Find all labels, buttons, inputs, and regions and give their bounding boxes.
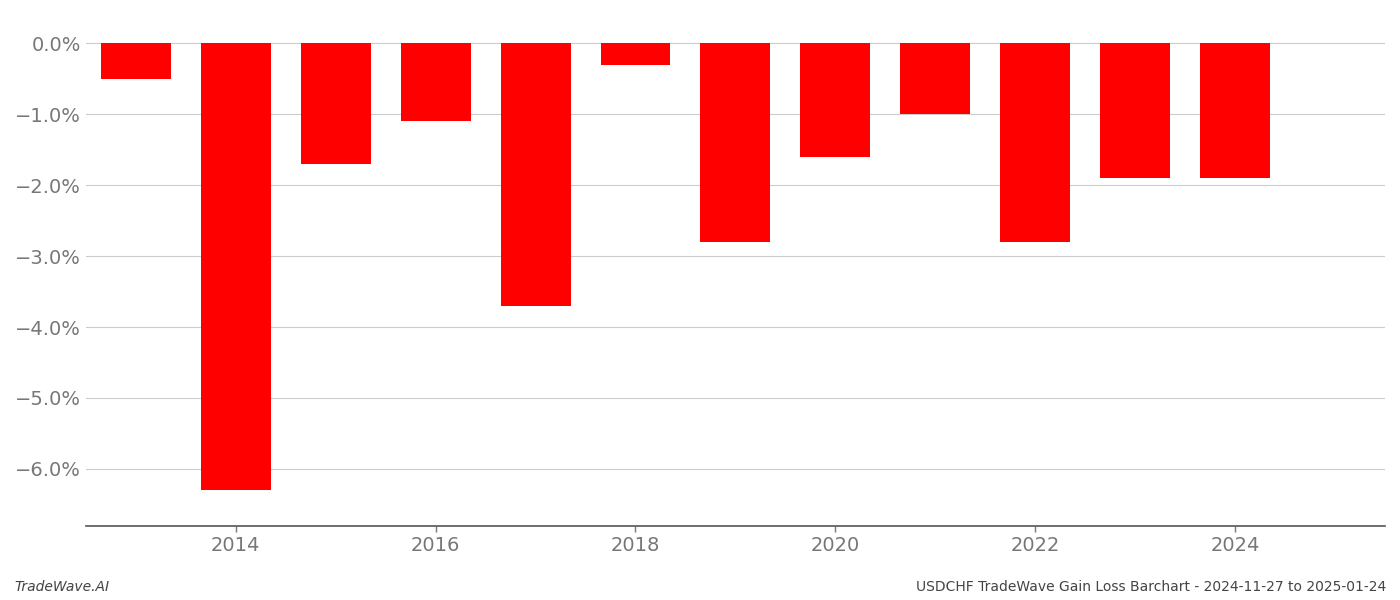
Bar (801, 43, 871, 157)
Bar (601, 43, 671, 65)
Bar (301, 43, 371, 164)
Text: TradeWave.AI: TradeWave.AI (14, 580, 109, 594)
Bar (700, 43, 770, 242)
Bar (1100, 43, 1170, 178)
Text: USDCHF TradeWave Gain Loss Barchart - 2024-11-27 to 2025-01-24: USDCHF TradeWave Gain Loss Barchart - 20… (916, 580, 1386, 594)
Bar (1000, 43, 1070, 242)
Bar (101, 43, 171, 79)
Bar (200, 43, 270, 490)
Bar (900, 43, 970, 114)
Bar (1200, 43, 1270, 178)
Bar (501, 43, 571, 306)
Bar (400, 43, 470, 121)
